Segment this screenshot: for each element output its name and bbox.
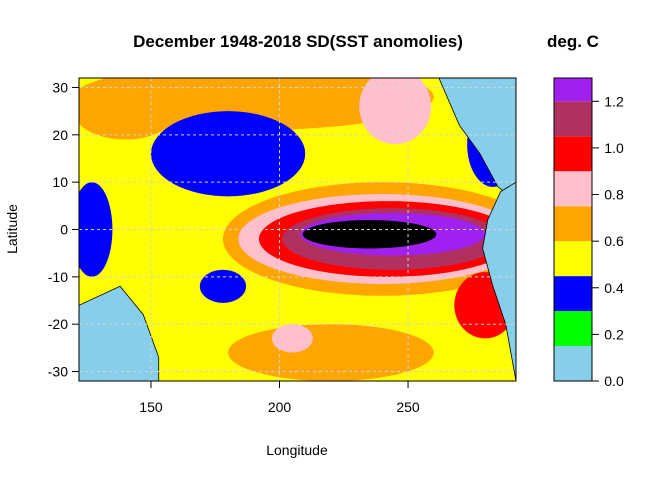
heatmap-region-south-pink-patch — [271, 324, 313, 353]
y-tick-label--20: -20 — [48, 316, 68, 332]
heatmap-layer — [79, 78, 516, 381]
x-axis-label: Longitude — [266, 442, 328, 458]
y-tick-label-30: 30 — [52, 79, 68, 95]
heatmap-region-south-blue-patch — [199, 269, 247, 303]
x-tick-label-200: 200 — [268, 399, 292, 415]
x-tick-label-250: 250 — [396, 399, 420, 415]
plot-area: 150 200 250 -30 -20 -10 0 10 20 30 — [48, 77, 517, 415]
colorbar-tick-label-0.0: 0.0 — [604, 373, 624, 389]
heatmap-region-south-orange-patch — [228, 324, 434, 381]
y-tick-label-10: 10 — [52, 174, 68, 190]
colorbar-tick-label-0.6: 0.6 — [604, 233, 624, 249]
heatmap-region-west-blue-patch — [79, 182, 113, 277]
chart-title: December 1948-2018 SD(SST anomolies) — [133, 32, 463, 51]
colorbar-swatch-6 — [554, 136, 592, 172]
land-australia — [79, 285, 160, 381]
colorbar-tick-label-1.0: 1.0 — [604, 140, 624, 156]
colorbar-swatch-5 — [554, 171, 592, 207]
y-tick-label--30: -30 — [48, 364, 68, 380]
colorbar-swatch-4 — [554, 206, 592, 242]
colorbar-tick-label-0.2: 0.2 — [604, 326, 624, 342]
colorbar: 0.0 0.2 0.4 0.6 0.8 1.0 1.2 — [553, 77, 624, 389]
colorbar-title: deg. C — [547, 32, 599, 51]
colorbar-tick-label-0.4: 0.4 — [604, 280, 624, 296]
land-south-america — [482, 181, 516, 381]
heatmap-region-northwest-orange — [79, 82, 177, 140]
heatmap-region-north-blue-patch — [150, 111, 306, 197]
y-tick-label--10: -10 — [48, 269, 68, 285]
colorbar-frame — [553, 77, 593, 382]
y-tick-label-0: 0 — [60, 222, 68, 238]
colorbar-tick-label-0.8: 0.8 — [604, 187, 624, 203]
y-tick-label-20: 20 — [52, 127, 68, 143]
colorbar-swatch-3 — [554, 241, 592, 277]
colorbar-tick-label-1.2: 1.2 — [604, 93, 624, 109]
colorbar-swatch-7 — [554, 101, 592, 137]
colorbar-swatch-0 — [554, 346, 592, 381]
colorbar-swatch-1 — [554, 311, 592, 347]
land-central-america — [438, 78, 516, 202]
heatmap-region-north-pink-band — [359, 78, 432, 145]
heatmap-region-equatorial-core-black — [302, 220, 437, 249]
y-axis-label: Latitude — [4, 204, 20, 254]
colorbar-swatch-8 — [554, 78, 592, 102]
colorbar-swatch-2 — [554, 276, 592, 312]
x-tick-label-150: 150 — [139, 399, 163, 415]
